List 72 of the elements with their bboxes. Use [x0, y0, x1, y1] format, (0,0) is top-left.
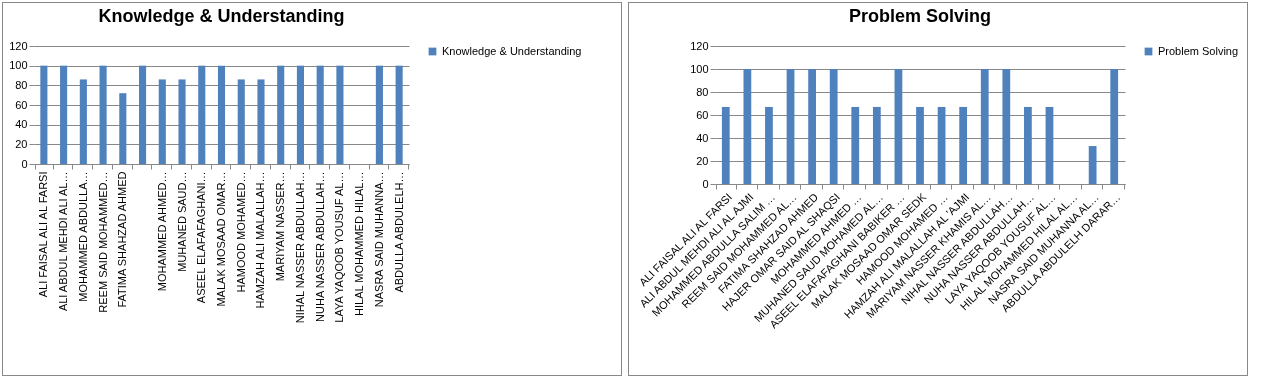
x-tick-label: MARIYAM NASSER… — [274, 171, 287, 282]
bar — [829, 69, 838, 184]
bar — [119, 93, 127, 164]
bar — [765, 106, 773, 184]
y-tick-label: 120 — [690, 39, 709, 52]
bar — [916, 106, 924, 184]
bar — [395, 65, 403, 164]
y-tick-label: 40 — [15, 118, 28, 131]
chart-title: Knowledge & Understanding — [98, 6, 345, 26]
bar — [40, 65, 48, 164]
bar — [872, 106, 881, 184]
bar — [375, 65, 383, 164]
y-tick-label: 80 — [15, 78, 28, 91]
bar — [959, 106, 968, 184]
x-tick-label: LAYA YAQOOB YOUSUF AL… — [333, 171, 346, 323]
y-tick-label: 60 — [15, 98, 28, 111]
x-tick-label: FATIMA SHAHZAD AHMED — [116, 171, 129, 308]
bar — [894, 69, 903, 184]
bar — [937, 106, 946, 184]
x-tick-label: ALI FAISAL ALI AL FARSI — [37, 171, 50, 298]
bar — [1110, 69, 1119, 184]
bar — [277, 65, 285, 164]
bar — [257, 79, 265, 164]
bar — [336, 65, 344, 164]
y-tick-label: 100 — [9, 59, 28, 72]
bar — [237, 79, 245, 164]
bar — [1024, 106, 1032, 184]
bar — [316, 65, 324, 164]
y-tick-label: 20 — [15, 137, 28, 150]
bar — [296, 65, 304, 164]
chart-title: Problem Solving — [848, 6, 992, 26]
bar — [139, 65, 147, 164]
x-tick-label: NUHA NASSER ABDULLAH… — [313, 171, 326, 322]
bar — [198, 65, 206, 164]
y-tick-label: 80 — [696, 85, 709, 98]
y-tick-label: 60 — [696, 108, 709, 121]
bar — [99, 65, 107, 164]
x-tick-label: ASEEL ELAFAFAGHANI… — [195, 171, 208, 304]
bar — [1002, 69, 1011, 184]
y-tick-label: 0 — [21, 157, 28, 170]
x-tick-label: HILAL MOHAMMED HILAL… — [353, 171, 366, 316]
bar — [721, 106, 730, 184]
x-tick-label: HAMZAH ALI MALALLAH… — [254, 171, 267, 309]
bar — [851, 106, 860, 184]
x-tick-label: NASRA SAID MUHANNA… — [372, 171, 385, 308]
legend-label: Knowledge & Understanding — [442, 44, 582, 57]
x-tick-label: ALI ABDUL MEHDI ALI AL… — [57, 171, 70, 312]
bar — [79, 79, 87, 164]
x-tick-label: REEM SAID MOHAMMED… — [96, 171, 109, 313]
bar — [980, 69, 989, 184]
x-tick-label: MALAK MOSAAD OMAR… — [215, 171, 227, 307]
x-tick-label: NIHAL NASSER ABDULLAH… — [293, 171, 306, 324]
bar — [743, 69, 752, 184]
y-tick-label: 120 — [9, 39, 28, 52]
y-tick-label: 40 — [696, 131, 709, 144]
bar — [60, 65, 68, 164]
y-tick-label: 0 — [702, 177, 709, 190]
y-tick-label: 100 — [690, 62, 709, 75]
x-tick-label: MOHAMMED AHMED… — [155, 171, 168, 292]
legend-label: Problem Solving — [1158, 44, 1239, 57]
x-tick-label: ABDULLA ABDULELH… — [392, 171, 405, 293]
x-tick-label: MOHAMMED ABDULLA… — [76, 171, 89, 302]
bar — [1045, 106, 1054, 184]
bar — [808, 69, 816, 184]
bar — [786, 69, 795, 184]
bar — [158, 79, 166, 164]
x-tick-label: MUHANED SAUD… — [175, 171, 188, 272]
bar — [1088, 146, 1097, 184]
x-tick-label: HAMOOD MOHAMED… — [234, 171, 247, 293]
bar — [217, 65, 226, 164]
bar — [178, 79, 186, 164]
y-tick-label: 20 — [696, 154, 709, 167]
